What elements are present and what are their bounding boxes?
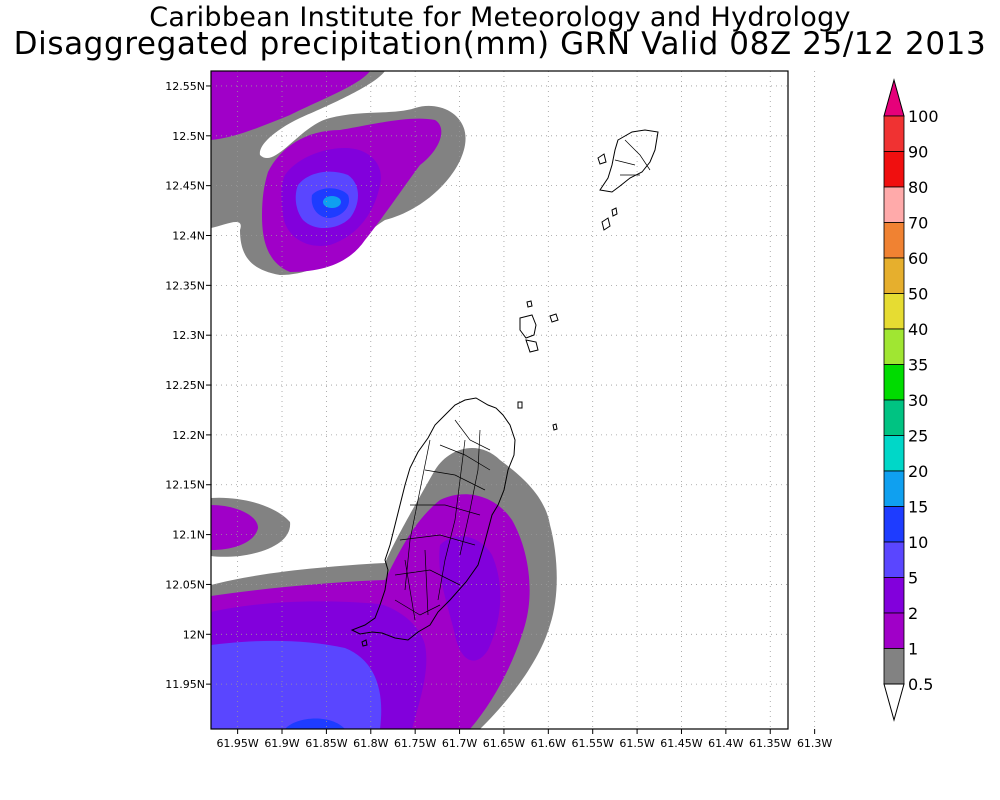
legend-label: 35 xyxy=(908,356,928,375)
lon-tick-label: 61.95W xyxy=(216,737,258,750)
islet-8 xyxy=(361,639,368,647)
precipitation-legend: 100 90 80 70 60 50 40 35 30 25 20 15 10 5 2 1 0.5 xyxy=(883,78,939,722)
legend-label: 10 xyxy=(908,533,928,552)
legend-label: 25 xyxy=(908,427,928,446)
lat-tick-label: 11.95N xyxy=(165,678,205,691)
legend-label: 70 xyxy=(908,214,928,233)
lat-tick-label: 12N xyxy=(183,628,205,641)
legend-color-box xyxy=(883,115,905,152)
legend-color-box xyxy=(883,612,905,649)
lat-tick-label: 12.15N xyxy=(165,479,205,492)
precipitation-field xyxy=(211,71,557,729)
legend-color-box xyxy=(883,293,905,330)
islet-5 xyxy=(526,300,533,308)
legend-color-box xyxy=(883,577,905,614)
legend-color-box xyxy=(883,257,905,294)
islet-3 xyxy=(525,339,539,353)
lon-tick-label: 61.8W xyxy=(353,737,388,750)
legend-label: 60 xyxy=(908,249,928,268)
legend-label: 80 xyxy=(908,178,928,197)
legend-label: 5 xyxy=(908,569,918,588)
lon-tick-label: 61.55W xyxy=(572,737,614,750)
lon-tick-label: 61.85W xyxy=(305,737,347,750)
lat-tick-label: 12.1N xyxy=(172,529,205,542)
islet-1 xyxy=(601,217,611,231)
lat-tick-label: 12.55N xyxy=(165,80,205,93)
islet-6 xyxy=(517,401,523,409)
legend-color-box xyxy=(883,470,905,507)
lat-tick-label: 12.25N xyxy=(165,379,205,392)
islet-2 xyxy=(611,207,618,217)
petite-martinique xyxy=(597,153,607,165)
legend-label: 30 xyxy=(908,391,928,410)
lon-tick-label: 61.65W xyxy=(483,737,525,750)
legend-label: 50 xyxy=(908,285,928,304)
lat-tick-label: 12.2N xyxy=(172,429,205,442)
legend-label: 2 xyxy=(908,604,918,623)
legend-top-arrow xyxy=(883,78,905,117)
lon-tick-label: 61.45W xyxy=(660,737,702,750)
precip-area-10mm-s xyxy=(211,640,382,729)
ronde-island xyxy=(519,314,537,339)
title-line-2: Disaggregated precipitation(mm) GRN Vali… xyxy=(13,26,987,62)
legend-color-box xyxy=(883,151,905,188)
legend-color-box xyxy=(883,399,905,436)
precip-area-20mm-nw-peak xyxy=(323,196,341,208)
lat-tick-label: 12.4N xyxy=(172,230,205,243)
longitude-axis: 61.95W 61.9W 61.85W 61.8W 61.75W 61.7W 61.65W 6… xyxy=(216,729,832,750)
legend-label: 1 xyxy=(908,640,918,659)
lon-tick-label: 61.7W xyxy=(442,737,477,750)
legend-label: 90 xyxy=(908,143,928,162)
legend-label: 20 xyxy=(908,462,928,481)
lat-tick-label: 12.45N xyxy=(165,180,205,193)
precip-area-15mm-s xyxy=(285,718,345,729)
lon-tick-label: 61.6W xyxy=(531,737,566,750)
lon-tick-label: 61.4W xyxy=(708,737,743,750)
legend-bottom-arrow xyxy=(883,683,905,722)
grenada-coastline xyxy=(350,397,516,641)
lon-tick-label: 61.35W xyxy=(749,737,791,750)
legend-color-box xyxy=(883,222,905,259)
legend-label: 15 xyxy=(908,498,928,517)
precip-area-2mm-w xyxy=(211,505,258,550)
carriacou-island xyxy=(599,129,659,193)
lon-tick-label: 61.5W xyxy=(619,737,654,750)
precip-area-2mm-nw xyxy=(211,71,370,140)
grenada-parish-lines xyxy=(394,419,491,621)
plot-frame xyxy=(210,70,789,730)
carriacou-parish-lines xyxy=(614,139,651,176)
islet-7 xyxy=(552,423,558,431)
lat-tick-label: 12.05N xyxy=(165,578,205,591)
legend-label: 100 xyxy=(908,107,939,126)
lon-tick-label: 61.3W xyxy=(797,737,832,750)
legend-color-box xyxy=(883,435,905,472)
lat-tick-label: 12.35N xyxy=(165,279,205,292)
latitude-axis: 12.55N 12.5N 12.45N 12.4N 12.35N 12.3N 12.25N 1… xyxy=(165,80,211,691)
lat-tick-label: 12.5N xyxy=(172,130,205,143)
legend-color-box xyxy=(883,648,905,685)
islet-4 xyxy=(549,313,559,323)
legend-color-box xyxy=(883,541,905,578)
title-line-1: Caribbean Institute for Meteorology and … xyxy=(149,2,851,33)
legend-color-box xyxy=(883,328,905,365)
lat-tick-label: 12.3N xyxy=(172,329,205,342)
legend-label: 40 xyxy=(908,320,928,339)
lon-tick-label: 61.9W xyxy=(264,737,299,750)
grid-lines xyxy=(211,71,816,729)
legend-color-box xyxy=(883,506,905,543)
grenada-island xyxy=(350,129,659,647)
precip-area-5mm-s-east xyxy=(439,536,501,661)
lon-tick-label: 61.75W xyxy=(394,737,436,750)
legend-label: 0.5 xyxy=(908,675,933,694)
legend-color-box xyxy=(883,364,905,401)
legend-color-box xyxy=(883,186,905,223)
